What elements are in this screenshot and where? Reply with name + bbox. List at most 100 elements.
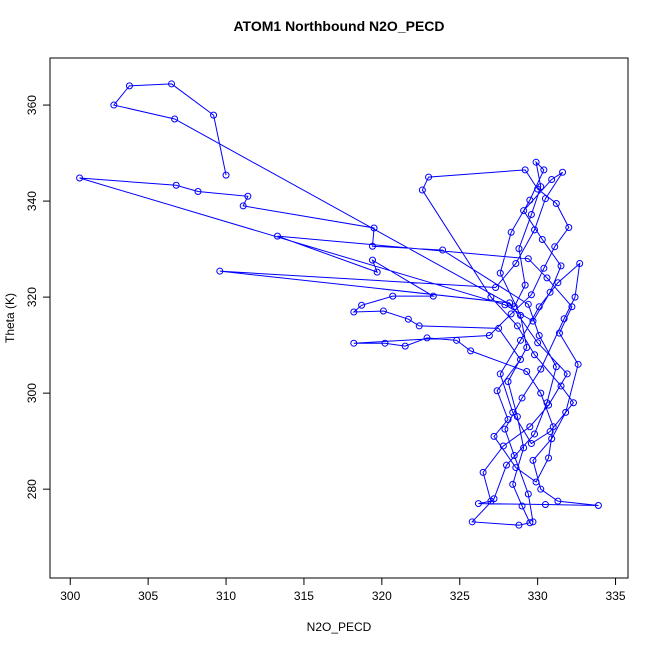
data-point xyxy=(379,307,387,315)
data-point xyxy=(521,166,529,174)
data-point xyxy=(501,301,509,309)
data-point xyxy=(520,444,528,452)
x-tick-label: 335 xyxy=(606,589,626,603)
data-point xyxy=(521,281,529,289)
x-tick-label: 305 xyxy=(138,589,158,603)
data-point xyxy=(509,408,517,416)
data-point xyxy=(373,268,381,276)
data-point xyxy=(389,292,397,300)
data-point xyxy=(485,332,493,340)
data-point xyxy=(568,303,576,311)
data-point xyxy=(517,356,525,364)
data-point xyxy=(504,378,512,386)
data-point xyxy=(532,478,540,486)
data-point xyxy=(513,322,521,330)
data-point xyxy=(518,394,526,402)
data-point xyxy=(594,501,602,509)
data-point xyxy=(512,464,520,472)
data-point xyxy=(531,430,539,438)
data-point xyxy=(515,521,523,529)
y-tick-label: 280 xyxy=(25,479,39,499)
data-point xyxy=(576,260,584,268)
data-point xyxy=(529,317,537,325)
data-point xyxy=(549,423,557,431)
x-tick-label: 320 xyxy=(372,589,392,603)
data-point xyxy=(538,235,546,243)
data-point xyxy=(425,173,433,181)
data-point xyxy=(541,501,549,509)
data-point xyxy=(515,245,523,253)
data-point xyxy=(222,171,230,179)
data-point xyxy=(496,370,504,378)
data-point xyxy=(518,502,526,510)
data-point xyxy=(527,291,535,299)
data-point xyxy=(529,456,537,464)
data-point xyxy=(467,347,475,355)
data-point xyxy=(510,452,518,460)
data-point xyxy=(453,336,461,344)
data-point xyxy=(370,224,378,232)
data-point xyxy=(418,186,426,194)
data-point xyxy=(531,351,539,359)
data-point xyxy=(501,425,509,433)
data-point xyxy=(216,267,224,275)
data-point xyxy=(524,255,532,263)
data-point xyxy=(125,82,133,90)
data-point xyxy=(523,344,531,352)
data-point xyxy=(495,324,503,332)
data-point xyxy=(540,166,548,174)
data-point xyxy=(527,440,535,448)
x-axis-label: N2O_PECD xyxy=(307,620,372,634)
data-point xyxy=(194,187,202,195)
data-point xyxy=(507,228,515,236)
data-point xyxy=(512,260,520,268)
data-point xyxy=(537,485,545,493)
data-point xyxy=(350,339,358,347)
data-point xyxy=(548,175,556,183)
x-tick-label: 300 xyxy=(60,589,80,603)
data-point xyxy=(429,292,437,300)
data-point xyxy=(563,370,571,378)
data-point xyxy=(506,299,514,307)
data-point xyxy=(493,387,501,395)
data-point xyxy=(540,264,548,272)
data-point xyxy=(474,500,482,508)
data-point xyxy=(496,269,504,277)
data-point xyxy=(499,442,507,450)
y-tick-label: 340 xyxy=(25,191,39,211)
data-point xyxy=(507,310,515,318)
data-point xyxy=(552,363,560,371)
data-point xyxy=(554,279,562,287)
data-point xyxy=(546,428,554,436)
data-point xyxy=(350,308,358,316)
data-point xyxy=(479,468,487,476)
data-point xyxy=(546,288,554,296)
data-point xyxy=(524,490,532,498)
data-point xyxy=(557,382,565,390)
data-point xyxy=(492,284,500,292)
x-tick-label: 330 xyxy=(528,589,548,603)
data-point xyxy=(439,246,447,254)
data-point xyxy=(560,315,568,323)
data-point xyxy=(523,368,531,376)
data-point xyxy=(552,199,560,207)
data-point xyxy=(526,423,534,431)
x-tick-label: 325 xyxy=(450,589,470,603)
data-point xyxy=(537,365,545,373)
data-point xyxy=(532,158,540,166)
y-tick-label: 320 xyxy=(25,287,39,307)
data-point xyxy=(172,181,180,189)
data-point xyxy=(368,256,376,264)
data-point xyxy=(244,192,252,200)
data-point xyxy=(468,518,476,526)
data-point xyxy=(574,360,582,368)
data-point xyxy=(509,480,517,488)
data-point xyxy=(487,497,495,505)
data-point xyxy=(423,334,431,342)
data-point xyxy=(520,207,528,215)
data-point xyxy=(517,311,525,319)
data-point xyxy=(559,168,567,176)
data-point xyxy=(555,329,563,337)
data-point xyxy=(569,399,577,407)
data-point xyxy=(524,300,532,308)
